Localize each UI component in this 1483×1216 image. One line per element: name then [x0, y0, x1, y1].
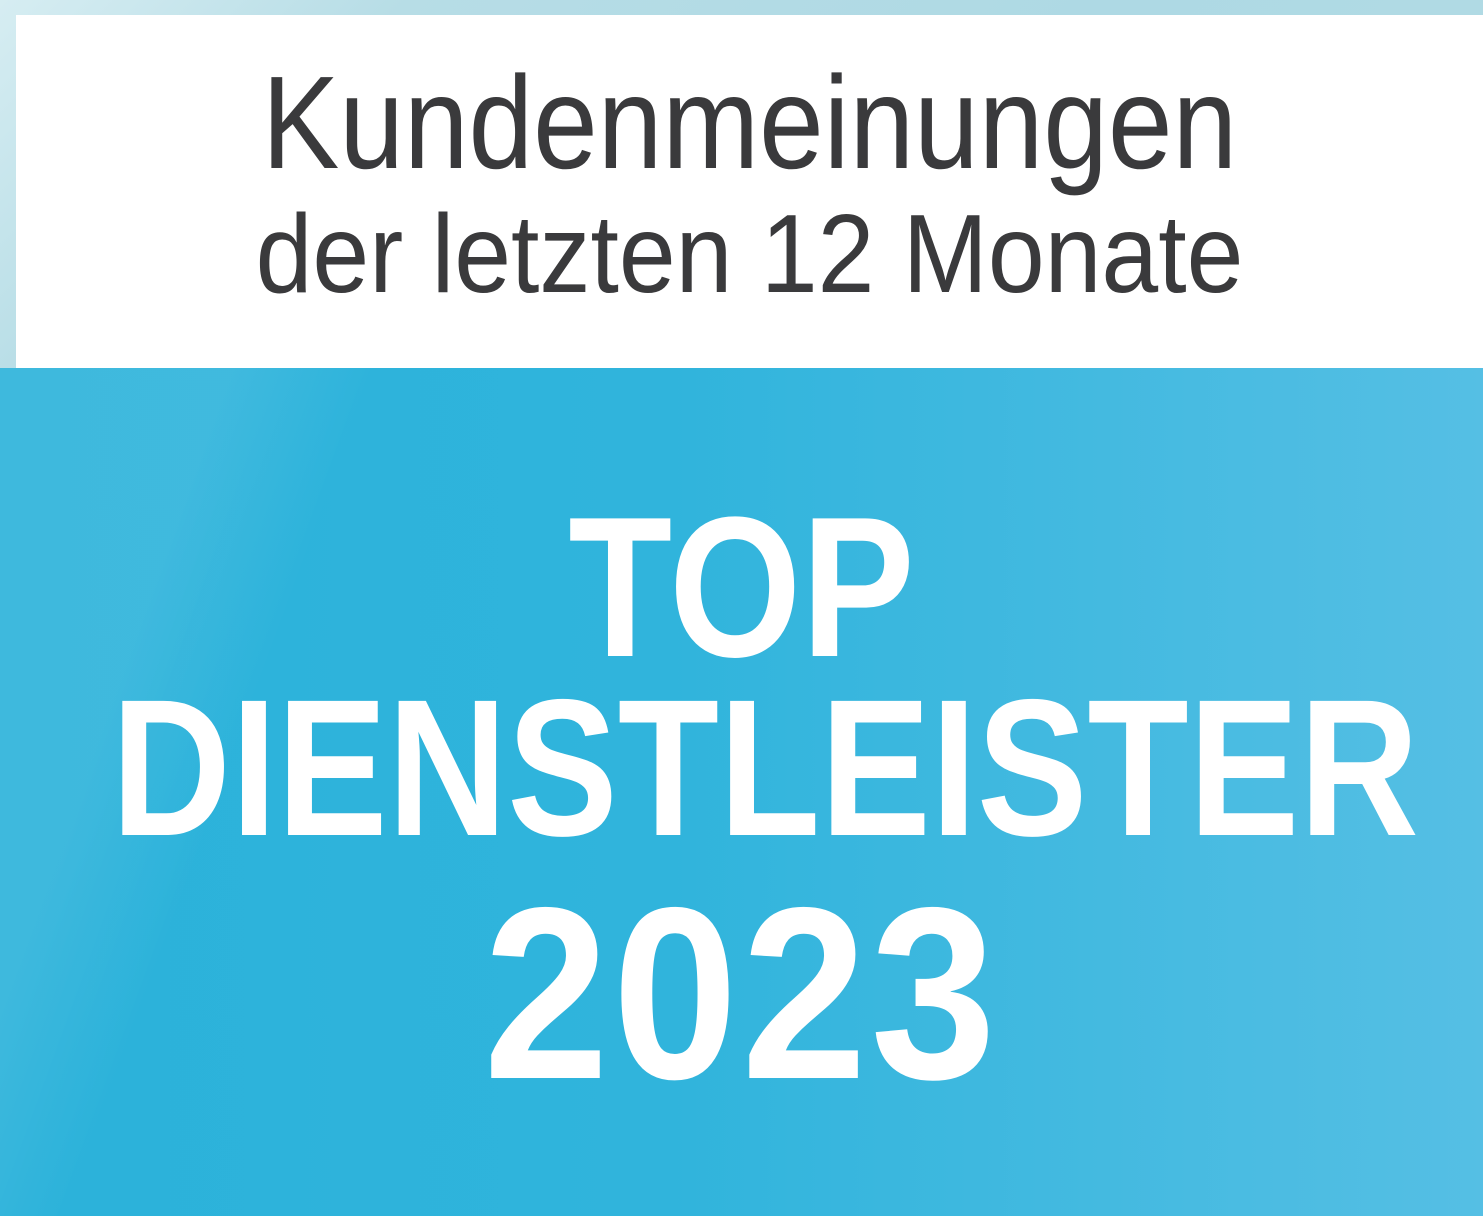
header-title: Kundenmeinungen [261, 49, 1238, 196]
header-subtitle: der letzten 12 Monate [255, 192, 1244, 316]
seal-word-dienstleister: DIENSTLEISTER [111, 659, 1419, 877]
badge-frame: Kundenmeinungen der letzten 12 Monate [0, 0, 1483, 368]
seal-panel: TOP DIENSTLEISTER 2023 [0, 368, 1483, 1216]
seal-word-top: TOP [568, 476, 915, 699]
header-panel: Kundenmeinungen der letzten 12 Monate [16, 15, 1483, 368]
seal-year: 2023 [483, 856, 1000, 1130]
